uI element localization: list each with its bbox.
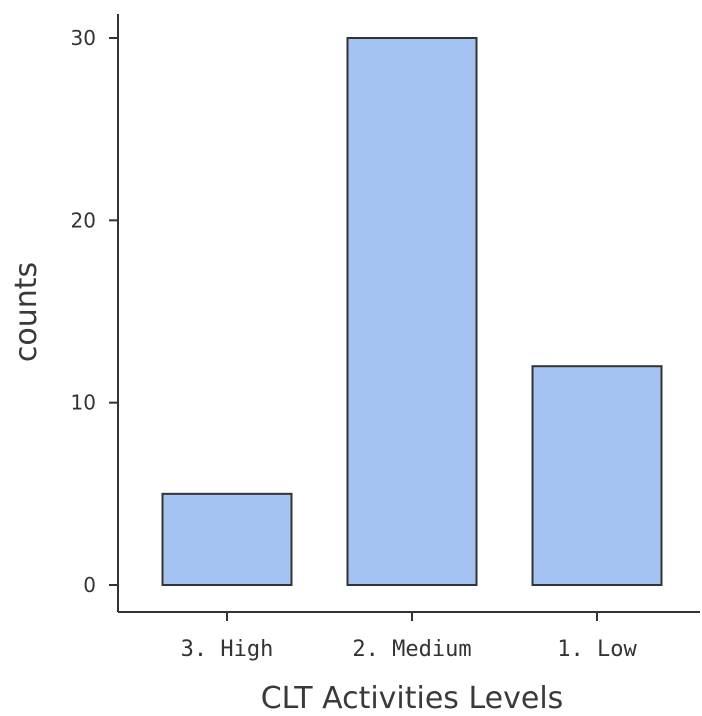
bar-3 (533, 366, 662, 585)
x-axis-ticks: 3. High 2. Medium 1. Low (181, 612, 638, 662)
bars-group (163, 38, 662, 585)
y-tick-label-10: 10 (71, 391, 96, 415)
x-tick-label-2: 2. Medium (352, 637, 471, 662)
x-tick-label-3: 1. Low (557, 637, 637, 662)
x-tick-label-1: 3. High (181, 637, 274, 662)
bar-2 (348, 38, 477, 585)
y-axis-ticks: 0 10 20 30 (71, 26, 118, 597)
y-axis-title: counts (9, 262, 44, 362)
y-tick-label-0: 0 (83, 573, 96, 597)
y-tick-label-20: 20 (71, 208, 96, 232)
y-tick-label-30: 30 (71, 26, 96, 50)
bar-1 (163, 494, 292, 585)
x-axis-title: CLT Activities Levels (261, 681, 564, 716)
